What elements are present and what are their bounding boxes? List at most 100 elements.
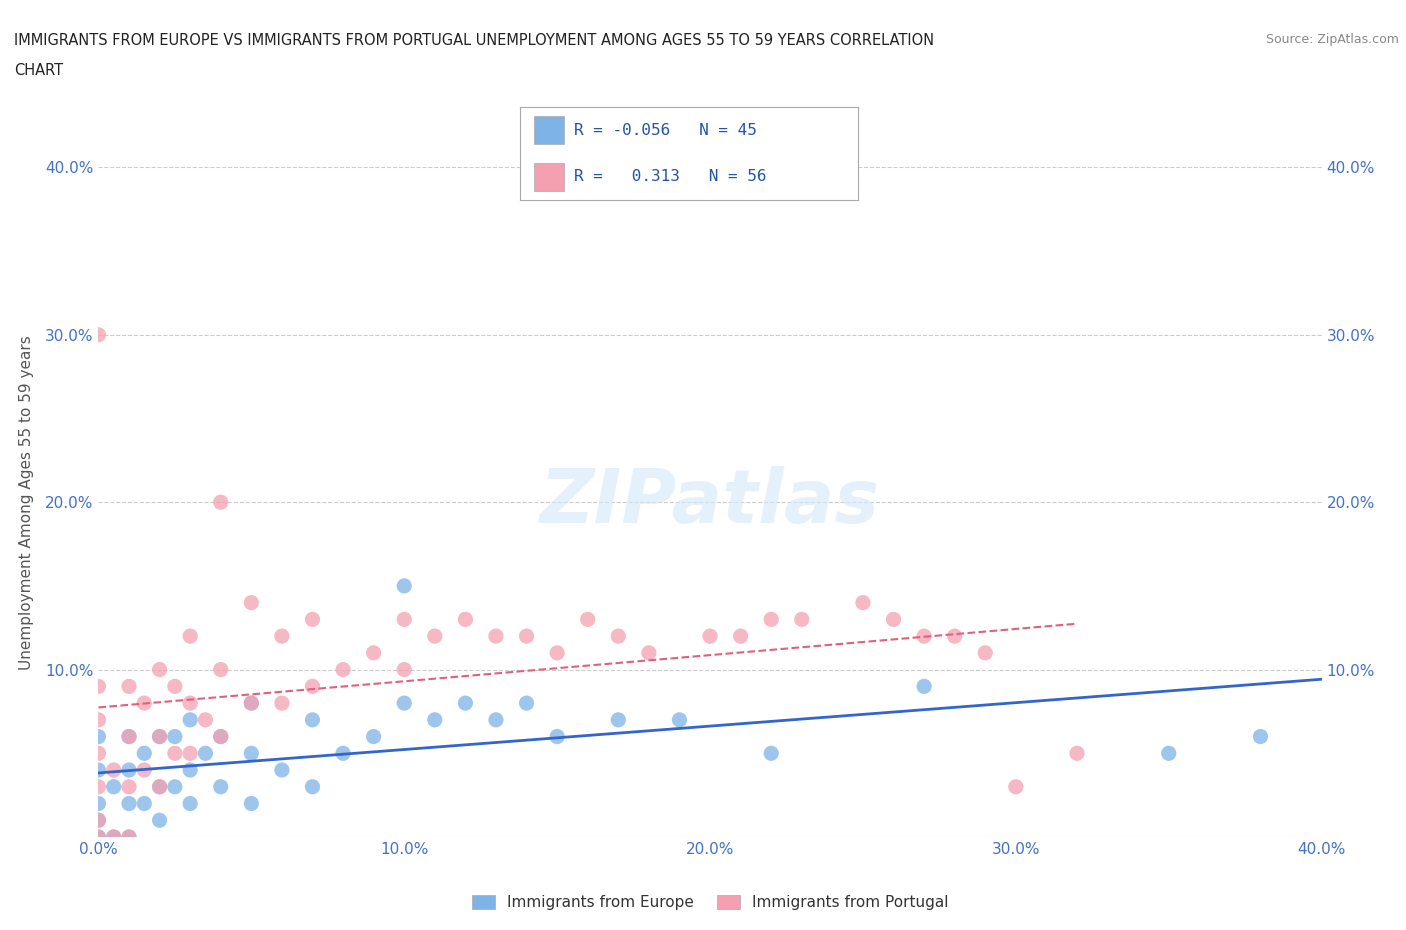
Point xyxy=(103,830,125,844)
Point xyxy=(134,696,156,711)
Point xyxy=(607,712,630,727)
Point xyxy=(730,629,752,644)
Point xyxy=(576,612,599,627)
Point xyxy=(912,679,935,694)
Point xyxy=(392,612,416,627)
Point xyxy=(240,796,263,811)
FancyBboxPatch shape xyxy=(534,116,564,144)
Point xyxy=(1157,746,1180,761)
Point xyxy=(240,696,263,711)
Point xyxy=(790,612,813,627)
Y-axis label: Unemployment Among Ages 55 to 59 years: Unemployment Among Ages 55 to 59 years xyxy=(18,335,34,670)
Point xyxy=(149,779,172,794)
Point xyxy=(974,645,997,660)
Point xyxy=(270,629,292,644)
Point xyxy=(270,696,292,711)
Point xyxy=(363,729,385,744)
Point xyxy=(149,729,172,744)
Point xyxy=(149,813,172,828)
Point xyxy=(194,712,217,727)
Text: CHART: CHART xyxy=(14,63,63,78)
Point xyxy=(240,696,263,711)
Point xyxy=(516,696,538,711)
Point xyxy=(163,779,186,794)
Point xyxy=(759,746,782,761)
Point xyxy=(134,763,156,777)
Point xyxy=(87,729,110,744)
Point xyxy=(118,796,141,811)
Point xyxy=(668,712,690,727)
Point xyxy=(423,712,446,727)
Legend: Immigrants from Europe, Immigrants from Portugal: Immigrants from Europe, Immigrants from … xyxy=(465,889,955,916)
Point xyxy=(118,679,141,694)
Point xyxy=(392,662,416,677)
Point xyxy=(87,830,110,844)
Point xyxy=(240,746,263,761)
Point xyxy=(270,763,292,777)
Point xyxy=(103,779,125,794)
Point xyxy=(209,662,232,677)
Point xyxy=(179,712,201,727)
Point xyxy=(179,629,201,644)
Point xyxy=(87,327,110,342)
Text: Source: ZipAtlas.com: Source: ZipAtlas.com xyxy=(1265,33,1399,46)
Point xyxy=(699,629,721,644)
Point xyxy=(118,763,141,777)
Text: ZIPatlas: ZIPatlas xyxy=(540,466,880,538)
Point xyxy=(149,662,172,677)
Point xyxy=(87,830,110,844)
Point xyxy=(392,578,416,593)
Point xyxy=(134,746,156,761)
Point xyxy=(912,629,935,644)
Point xyxy=(87,746,110,761)
Point xyxy=(485,712,508,727)
Point xyxy=(363,645,385,660)
Point xyxy=(118,779,141,794)
Text: R = -0.056   N = 45: R = -0.056 N = 45 xyxy=(574,123,756,138)
Point xyxy=(163,679,186,694)
Point xyxy=(301,679,323,694)
Point xyxy=(149,729,172,744)
Text: R =   0.313   N = 56: R = 0.313 N = 56 xyxy=(574,169,766,184)
Point xyxy=(301,612,323,627)
Point xyxy=(637,645,661,660)
Point xyxy=(546,729,568,744)
Point xyxy=(118,729,141,744)
Point xyxy=(179,696,201,711)
Point xyxy=(194,746,217,761)
Point xyxy=(118,729,141,744)
Point xyxy=(943,629,966,644)
Point xyxy=(392,696,416,711)
Point xyxy=(332,746,354,761)
Point xyxy=(149,779,172,794)
Point xyxy=(332,662,354,677)
Point xyxy=(87,763,110,777)
Point xyxy=(546,645,568,660)
Point xyxy=(852,595,875,610)
Point xyxy=(179,746,201,761)
Point xyxy=(516,629,538,644)
Point xyxy=(423,629,446,644)
Point xyxy=(209,729,232,744)
Point xyxy=(607,629,630,644)
Point xyxy=(118,830,141,844)
Point xyxy=(209,729,232,744)
Point xyxy=(118,830,141,844)
Point xyxy=(87,813,110,828)
Point xyxy=(179,796,201,811)
Point xyxy=(134,796,156,811)
Text: IMMIGRANTS FROM EUROPE VS IMMIGRANTS FROM PORTUGAL UNEMPLOYMENT AMONG AGES 55 TO: IMMIGRANTS FROM EUROPE VS IMMIGRANTS FRO… xyxy=(14,33,934,47)
Point xyxy=(883,612,905,627)
Point xyxy=(163,746,186,761)
Point xyxy=(103,763,125,777)
Point xyxy=(1249,729,1271,744)
Point xyxy=(209,779,232,794)
Point xyxy=(240,595,263,610)
Point xyxy=(1004,779,1026,794)
Point xyxy=(87,813,110,828)
Point xyxy=(759,612,782,627)
Point xyxy=(87,679,110,694)
Point xyxy=(454,612,477,627)
Point xyxy=(209,495,232,510)
Point xyxy=(103,830,125,844)
